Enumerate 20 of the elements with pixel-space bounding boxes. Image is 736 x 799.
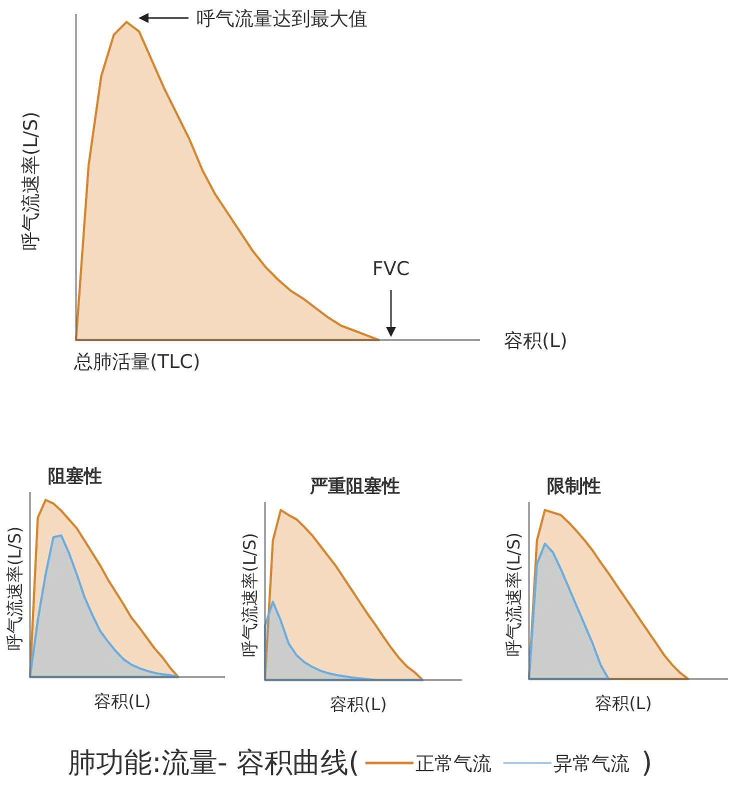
legend-item: 正常气流	[365, 753, 492, 775]
text: 肺功能:流量- 容积曲线(	[68, 746, 360, 779]
text: )	[641, 746, 652, 779]
y-axis-title: 呼气流速率(L/S)	[240, 532, 261, 658]
legend-item: 异常气流	[503, 753, 630, 775]
chart-title: 阻塞性	[48, 466, 102, 487]
legend-label: 正常气流	[415, 753, 492, 775]
text: 总肺活量(TLC)	[73, 351, 200, 373]
annotation: 呼气流量达到最大值	[196, 8, 368, 30]
x-axis-title: 容积(L)	[504, 330, 568, 352]
y-axis-title: 呼气流速率(L/S)	[504, 532, 525, 657]
legend-label: 异常气流	[553, 753, 630, 775]
x-axis-title: 容积(L)	[330, 695, 387, 715]
x-axis-title: 容积(L)	[94, 692, 151, 712]
annotation: FVC	[372, 258, 410, 280]
y-axis-title: 呼气流速率(L/S)	[20, 112, 42, 250]
y-axis-title: 呼气流速率(L/S)	[6, 526, 26, 651]
chart-title: 严重阻塞性	[309, 476, 400, 497]
chart-title: 限制性	[547, 476, 601, 497]
x-axis-title: 容积(L)	[595, 694, 652, 714]
